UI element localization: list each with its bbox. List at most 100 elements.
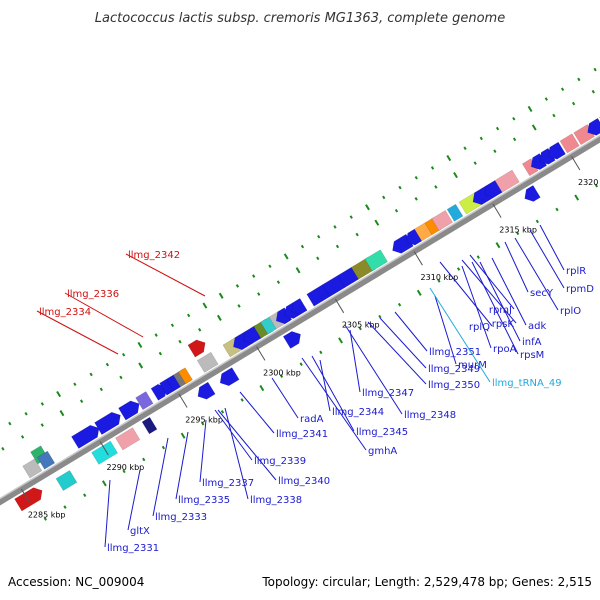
gene-feature <box>446 203 464 222</box>
gc-dot <box>279 374 284 378</box>
gene-label: gmhA <box>368 446 397 457</box>
gc-dot <box>259 384 265 392</box>
gene-label: rplQ <box>469 322 490 333</box>
leader-line <box>311 355 355 432</box>
gc-dot <box>479 136 483 141</box>
gc-dot <box>105 362 110 367</box>
gene-label: llmg_2348 <box>404 410 456 421</box>
gc-dot <box>24 411 28 416</box>
gene-feature <box>364 249 388 272</box>
gene-feature <box>587 117 600 136</box>
feature-track: 2285 kbp 2290 kbp 2295 kbp 2300 kbp 2305 kbp… <box>0 67 600 554</box>
gene-label: radA <box>300 414 324 425</box>
gene-label: murM <box>458 360 487 371</box>
gc-dot <box>593 67 597 72</box>
gene-feature <box>14 487 43 512</box>
gene-feature <box>197 381 216 400</box>
gc-dot <box>473 161 477 165</box>
gene-label: rplO <box>560 306 581 317</box>
gene-feature <box>177 367 193 385</box>
gc-dot <box>333 225 337 229</box>
gc-dot <box>437 279 441 283</box>
gc-dot <box>544 97 548 101</box>
gene-label: llmg_2337 <box>202 478 254 489</box>
leader-line <box>349 329 361 393</box>
gc-dot <box>99 387 103 392</box>
gene-label: llmg_2342 <box>128 250 180 261</box>
gc-dot <box>237 304 241 308</box>
gene-label: llmg_2335 <box>178 495 230 506</box>
gc-dot <box>594 183 599 188</box>
gc-dot <box>198 327 202 332</box>
gc-dot <box>335 244 340 249</box>
gc-dot <box>555 207 559 212</box>
gc-dot <box>574 194 580 201</box>
gene-label: llmg_2340 <box>278 476 330 487</box>
gc-dot <box>416 289 422 296</box>
gc-dot <box>414 175 418 180</box>
tick-mark <box>20 488 31 504</box>
gene-label: llmg_2351 <box>429 347 481 358</box>
gene-feature <box>115 427 141 451</box>
gene-label: infA <box>522 337 542 348</box>
tick-label: 2290 kbp <box>107 463 145 472</box>
tick-label: 2310 kbp <box>421 273 459 282</box>
gc-dot <box>398 185 402 190</box>
gc-dot <box>382 195 386 200</box>
gc-dot <box>235 284 240 288</box>
gc-dot <box>122 352 126 357</box>
gene-feature <box>118 400 140 421</box>
gc-dot <box>56 391 62 398</box>
gene-feature <box>94 411 121 435</box>
tick-label: 2285 kbp <box>28 511 66 520</box>
gene-feature <box>22 458 43 479</box>
gc-dot <box>119 375 123 380</box>
gene-label: llmg_2341 <box>276 429 328 440</box>
gc-dot <box>59 410 65 417</box>
gc-dot <box>83 493 87 497</box>
gene-feature <box>405 228 423 246</box>
leader-line <box>217 409 277 481</box>
gc-dot <box>89 372 93 377</box>
gc-dot <box>142 457 146 462</box>
gene-label: llmg_2331 <box>107 543 159 554</box>
gc-dot <box>453 171 458 179</box>
gene-feature <box>291 297 308 315</box>
genome-summary-text: Topology: circular; Length: 2,529,478 bp… <box>261 575 592 589</box>
gene-label: rplR <box>566 266 586 277</box>
gc-dot <box>252 274 256 278</box>
leader-line <box>224 407 249 500</box>
gene-label: llmg_2349 <box>428 364 480 375</box>
gene-feature <box>219 367 240 387</box>
gc-dot <box>187 313 191 318</box>
gene-feature <box>55 469 78 492</box>
gc-dot <box>463 146 467 151</box>
leader-line <box>175 431 189 500</box>
gene-feature <box>494 169 520 193</box>
leader-line <box>514 237 559 311</box>
gc-dot <box>300 244 305 249</box>
leader-line <box>104 479 111 548</box>
leader-line <box>461 265 492 349</box>
leader-line <box>434 295 457 365</box>
tick-mark <box>99 441 109 456</box>
gene-feature <box>71 424 100 449</box>
gc-dot <box>495 126 500 131</box>
gc-dot <box>358 326 362 331</box>
gc-dot <box>268 264 272 269</box>
gc-dot <box>535 219 539 224</box>
gc-dot <box>394 208 399 213</box>
gc-dot <box>365 204 370 211</box>
gc-dot <box>378 314 382 319</box>
gc-dot <box>374 219 380 226</box>
gc-dot <box>201 421 205 426</box>
gene-feature <box>484 179 503 198</box>
leader-line <box>301 357 367 451</box>
gc-dot <box>476 255 480 259</box>
gc-dot <box>319 350 323 355</box>
gc-dot <box>218 292 224 299</box>
tick-label: 2315 kbp <box>499 225 537 234</box>
leader-line <box>36 310 119 355</box>
leader-line <box>367 321 427 385</box>
gc-dot <box>170 323 175 328</box>
